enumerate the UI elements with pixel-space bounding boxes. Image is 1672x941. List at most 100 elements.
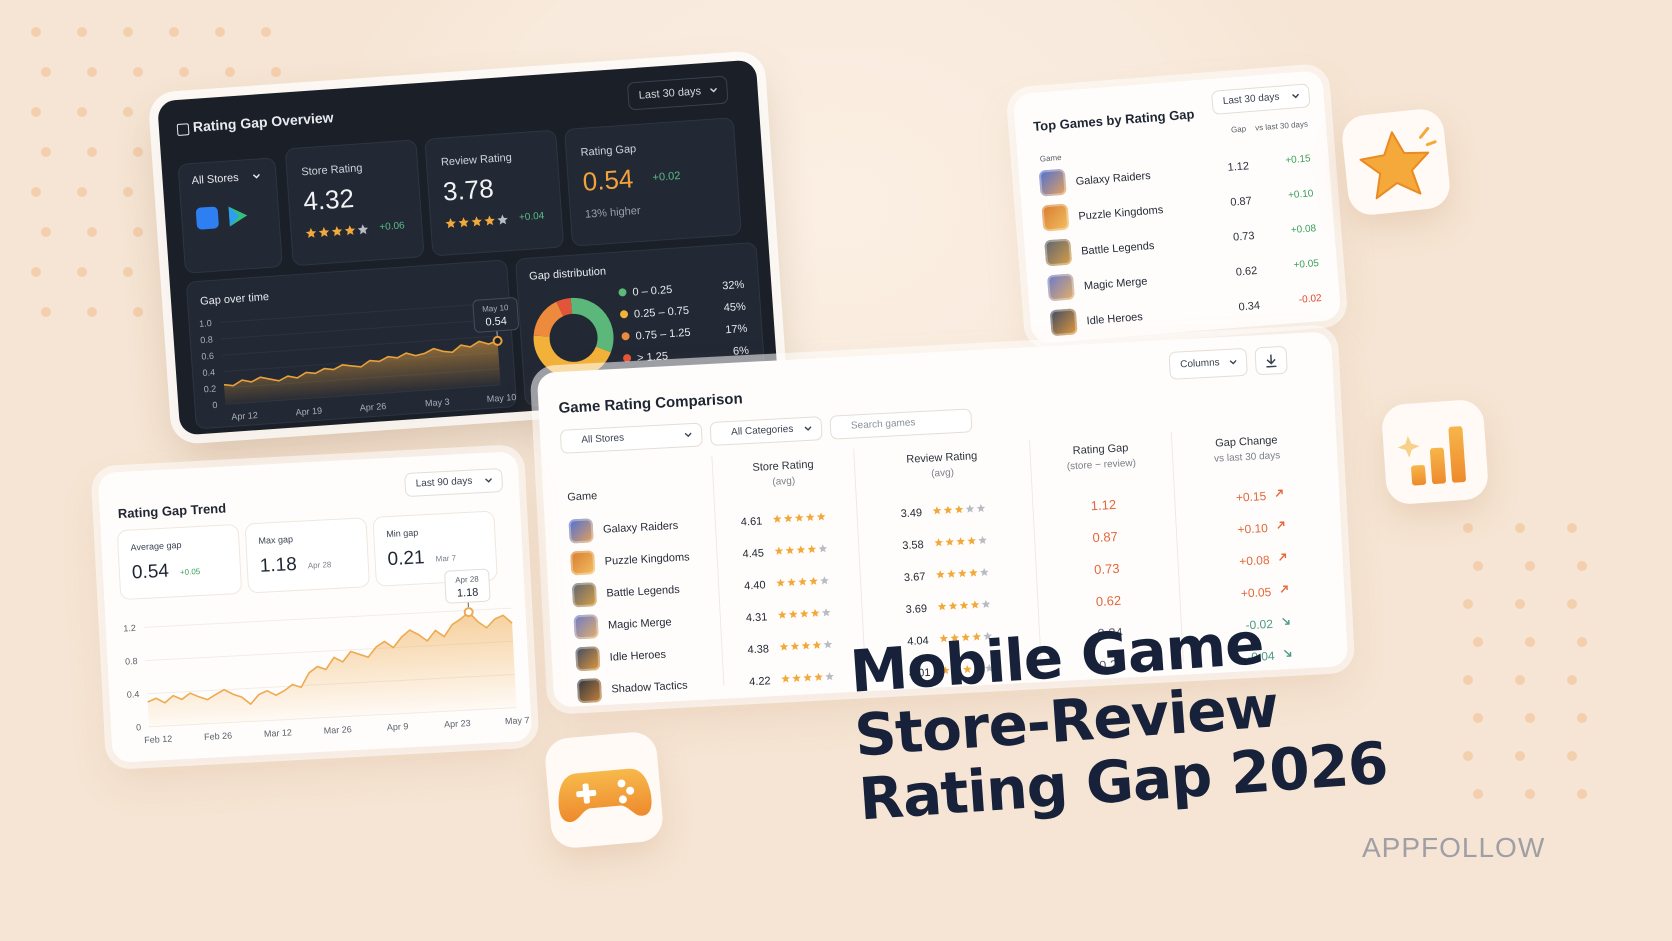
star-rating bbox=[776, 576, 829, 587]
legend-dot bbox=[623, 354, 632, 363]
top-games-panel: Top Games by Rating Gap Last 30 days Game G… bbox=[1012, 70, 1342, 344]
review-rating: 3.67 bbox=[903, 570, 926, 585]
rating-gap: 0.62 bbox=[1095, 592, 1122, 610]
store-filter[interactable]: All Stores bbox=[181, 165, 270, 193]
trend-arrow bbox=[1282, 617, 1290, 625]
y-tick-label: 0.2 bbox=[203, 384, 216, 395]
dot bbox=[1577, 637, 1587, 647]
legend-dot bbox=[620, 310, 629, 319]
kpi-value: 0.54 bbox=[581, 163, 635, 197]
button-label: Last 90 days bbox=[415, 475, 473, 490]
star-rating bbox=[774, 544, 828, 555]
button-label: All Stores bbox=[581, 432, 625, 446]
star bbox=[816, 512, 826, 521]
star bbox=[947, 569, 956, 578]
star-rating bbox=[932, 503, 986, 515]
star bbox=[936, 570, 945, 579]
chevron bbox=[710, 87, 718, 93]
x-tick-label: Apr 26 bbox=[360, 401, 387, 413]
star bbox=[984, 663, 994, 672]
gap-value: 0.34 bbox=[1238, 299, 1261, 314]
dot bbox=[31, 107, 41, 117]
period-filter[interactable]: Last 30 days bbox=[1211, 83, 1311, 115]
kpi-delta: +0.04 bbox=[518, 210, 545, 224]
star bbox=[979, 567, 989, 577]
dot bbox=[123, 267, 133, 277]
search-box[interactable]: Search games bbox=[829, 408, 973, 440]
dot bbox=[133, 67, 143, 77]
kpi-note: 13% higher bbox=[584, 204, 641, 221]
star bbox=[794, 513, 804, 522]
period-filter[interactable]: Last 90 days bbox=[404, 468, 504, 498]
dot bbox=[87, 307, 97, 317]
gap-change: +0.15 bbox=[1235, 489, 1267, 505]
chart: 0 0.2 0.4 0.6 0.8 1.0 Apr 12 Apr 19 Apr 26 May 3 M… bbox=[199, 297, 519, 422]
star bbox=[814, 672, 823, 681]
store-rating: 4.38 bbox=[747, 643, 770, 657]
donut-chart: 0 – 0.25 32% 0.25 – 0.75 45% 0.75 – 1.25 17% >… bbox=[533, 279, 750, 378]
star-rating bbox=[445, 214, 508, 229]
y-tick-label: 0.6 bbox=[201, 351, 214, 362]
download-button[interactable] bbox=[1254, 345, 1288, 376]
columns-button[interactable]: Columns bbox=[1168, 347, 1248, 380]
dot bbox=[1567, 751, 1577, 761]
star bbox=[818, 544, 828, 553]
x-tick-label: Mar 26 bbox=[323, 724, 352, 735]
button-label: All Categories bbox=[730, 423, 794, 438]
star-rating bbox=[939, 631, 992, 643]
category-filter[interactable]: All Categories bbox=[709, 416, 823, 447]
star bbox=[823, 640, 833, 649]
rating-gap: 0.87 bbox=[1092, 528, 1119, 546]
game-name: Idle Heroes bbox=[1086, 311, 1144, 328]
review-rating: 3.58 bbox=[902, 539, 925, 553]
column-header: vs last 30 days bbox=[1254, 119, 1309, 133]
star bbox=[978, 535, 987, 545]
stat-card: Average gap 0.54 +0.05 bbox=[116, 523, 243, 601]
dot bbox=[133, 147, 143, 157]
star bbox=[983, 631, 992, 641]
chevron-path bbox=[485, 478, 493, 483]
gap-change: +0.05 bbox=[1240, 584, 1272, 601]
dot bbox=[1463, 523, 1473, 533]
star bbox=[948, 601, 958, 610]
comparison-panel: Game Rating Comparison Columns All Stores A… bbox=[536, 331, 1349, 708]
dot bbox=[1525, 637, 1535, 647]
dot bbox=[1577, 789, 1587, 799]
star bbox=[497, 214, 508, 225]
dot bbox=[225, 67, 235, 77]
star bbox=[803, 673, 812, 682]
bar-shape bbox=[1448, 426, 1466, 483]
search-placeholder: Search games bbox=[850, 417, 916, 432]
sparkle bbox=[1419, 127, 1430, 139]
dot bbox=[1515, 675, 1525, 685]
star bbox=[825, 672, 834, 681]
trend-arrow bbox=[1280, 585, 1288, 593]
grid-line bbox=[221, 335, 498, 356]
star bbox=[812, 640, 822, 649]
gap-change: +0.05 bbox=[1293, 258, 1320, 272]
stat-card: Max gap 1.18 Apr 28 bbox=[244, 517, 371, 594]
donut-segment bbox=[556, 297, 573, 317]
gap-over-time: Gap over time 0 0.2 0.4 0.6 0.8 1.0 Apr 12 Apr 1… bbox=[185, 259, 519, 430]
gap-change: +0.10 bbox=[1237, 520, 1269, 537]
gap-value: 0.87 bbox=[1229, 195, 1253, 209]
play-shape bbox=[228, 206, 240, 227]
game-icon bbox=[1038, 168, 1067, 197]
donut-segment bbox=[570, 297, 614, 353]
star bbox=[805, 512, 815, 522]
chevron-path bbox=[1229, 359, 1237, 365]
store-filter[interactable]: All Stores bbox=[559, 422, 703, 454]
dot bbox=[133, 307, 143, 317]
grid-line bbox=[143, 607, 512, 628]
rating-gap: 0.73 bbox=[1093, 560, 1120, 578]
star bbox=[471, 216, 482, 227]
period-filter[interactable]: Last 30 days bbox=[626, 75, 729, 111]
tooltip-date: May 10 bbox=[482, 303, 509, 314]
star bbox=[787, 577, 796, 587]
star bbox=[801, 641, 811, 650]
star-rating bbox=[941, 663, 994, 675]
button-dot bbox=[626, 786, 635, 795]
legend-dot bbox=[621, 332, 630, 341]
